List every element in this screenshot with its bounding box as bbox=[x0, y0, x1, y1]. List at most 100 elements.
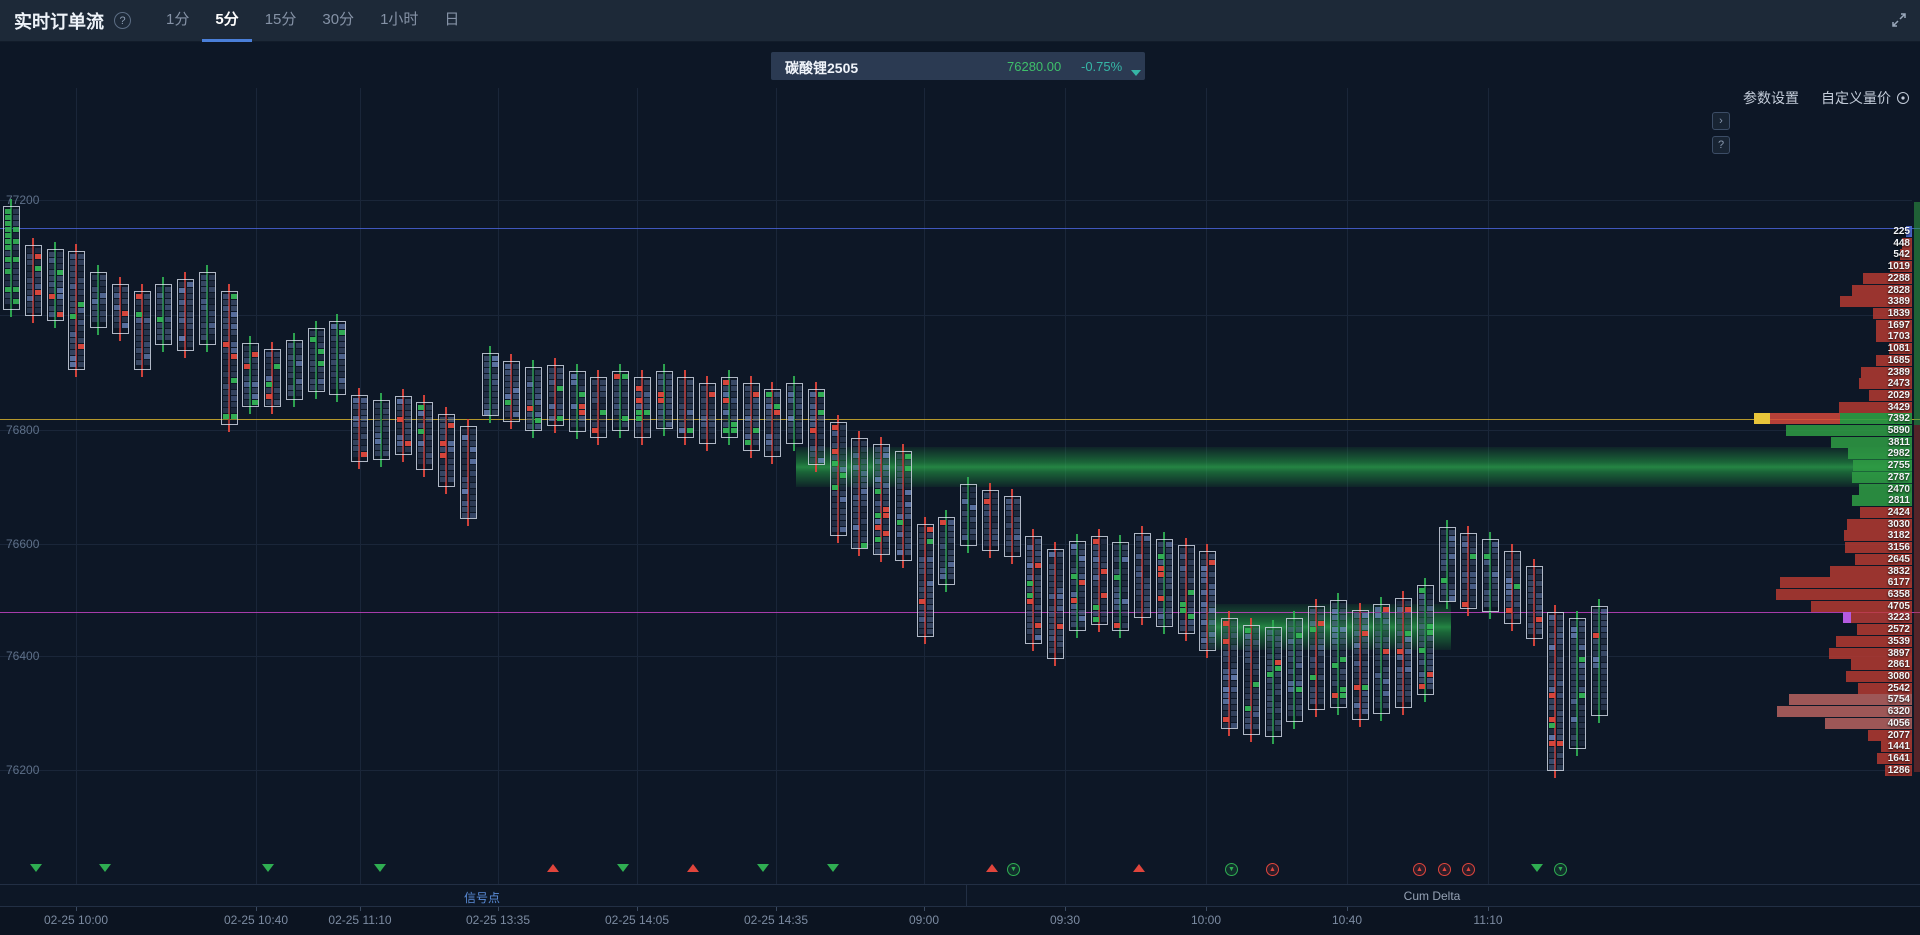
footprint-candle[interactable] bbox=[25, 245, 42, 316]
footprint-candle[interactable] bbox=[308, 328, 325, 392]
footprint-candle[interactable] bbox=[1286, 618, 1303, 722]
footprint-candle[interactable] bbox=[525, 367, 542, 431]
signal-up-triangle[interactable] bbox=[1133, 864, 1145, 872]
footprint-candle[interactable] bbox=[112, 284, 129, 334]
footprint-candle[interactable] bbox=[960, 484, 977, 546]
signal-down-circle[interactable]: ▼ bbox=[1554, 863, 1567, 876]
footprint-candle[interactable] bbox=[1178, 545, 1195, 634]
footprint-candle[interactable] bbox=[1265, 627, 1282, 737]
footprint-candle[interactable] bbox=[656, 371, 673, 429]
footprint-candle[interactable] bbox=[264, 349, 281, 407]
footprint-candle[interactable] bbox=[1482, 539, 1499, 612]
footprint-candle[interactable] bbox=[830, 422, 847, 536]
footprint-candle[interactable] bbox=[242, 343, 259, 407]
footprint-candle[interactable] bbox=[482, 353, 499, 416]
footprint-candle[interactable] bbox=[1417, 585, 1434, 695]
footprint-candle[interactable] bbox=[590, 377, 607, 438]
footprint-candle[interactable] bbox=[1243, 625, 1260, 735]
footprint-candle[interactable] bbox=[3, 206, 20, 310]
signal-up-circle[interactable]: ▲ bbox=[1266, 863, 1279, 876]
signal-down-triangle[interactable] bbox=[374, 864, 386, 872]
signal-down-triangle[interactable] bbox=[827, 864, 839, 872]
footprint-candle[interactable] bbox=[1395, 598, 1412, 708]
footprint-candle[interactable] bbox=[1047, 549, 1064, 659]
signal-down-triangle[interactable] bbox=[99, 864, 111, 872]
signal-up-triangle[interactable] bbox=[547, 864, 559, 872]
footprint-candle[interactable] bbox=[1504, 551, 1521, 624]
footprint-candle[interactable] bbox=[1569, 618, 1586, 749]
signal-down-triangle[interactable] bbox=[757, 864, 769, 872]
footprint-candle[interactable] bbox=[895, 451, 912, 561]
interval-tab-1分[interactable]: 1分 bbox=[166, 10, 190, 28]
footprint-candle[interactable] bbox=[1547, 612, 1564, 771]
footprint-candle[interactable] bbox=[851, 438, 868, 549]
interval-tab-1小时[interactable]: 1小时 bbox=[380, 10, 419, 28]
footprint-candle[interactable] bbox=[569, 371, 586, 432]
footprint-candle[interactable] bbox=[699, 383, 716, 444]
footprint-candle[interactable] bbox=[786, 383, 803, 444]
signal-down-circle[interactable]: ▼ bbox=[1225, 863, 1238, 876]
interval-tab-5分[interactable]: 5分 bbox=[202, 0, 252, 42]
footprint-candle[interactable] bbox=[1069, 541, 1086, 631]
footprint-candle[interactable] bbox=[1308, 606, 1325, 710]
footprint-candle[interactable] bbox=[438, 414, 455, 487]
footprint-candle[interactable] bbox=[547, 365, 564, 426]
signal-up-circle[interactable]: ▲ bbox=[1438, 863, 1451, 876]
signal-point-label[interactable]: 信号点 bbox=[463, 891, 501, 905]
footprint-candle[interactable] bbox=[1004, 496, 1021, 557]
footprint-candle[interactable] bbox=[416, 402, 433, 470]
footprint-candle[interactable] bbox=[1221, 618, 1238, 729]
interval-tab-30分[interactable]: 30分 bbox=[322, 10, 355, 28]
footprint-candle[interactable] bbox=[395, 396, 412, 455]
panel-help-button[interactable]: ? bbox=[1712, 136, 1730, 154]
signal-down-triangle[interactable] bbox=[262, 864, 274, 872]
footprint-candle[interactable] bbox=[90, 272, 107, 328]
footprint-candle[interactable] bbox=[1112, 542, 1129, 631]
footprint-candle[interactable] bbox=[1025, 536, 1042, 644]
footprint-candle[interactable] bbox=[1460, 533, 1477, 609]
footprint-candle[interactable] bbox=[1091, 536, 1108, 625]
footprint-candle[interactable] bbox=[503, 361, 520, 422]
signal-down-triangle[interactable] bbox=[617, 864, 629, 872]
signal-up-triangle[interactable] bbox=[986, 864, 998, 872]
interval-tab-日[interactable]: 日 bbox=[444, 10, 460, 28]
contract-selector[interactable]: 碳酸锂2505 76280.00 -0.75% bbox=[771, 52, 1145, 80]
footprint-candle[interactable] bbox=[764, 389, 781, 457]
footprint-candle[interactable] bbox=[460, 426, 477, 519]
help-icon[interactable]: ? bbox=[114, 12, 131, 29]
footprint-candle[interactable] bbox=[1373, 604, 1390, 714]
footprint-candle[interactable] bbox=[1591, 606, 1608, 716]
signal-down-circle[interactable]: ▼ bbox=[1007, 863, 1020, 876]
footprint-candle[interactable] bbox=[286, 340, 303, 400]
footprint-candle[interactable] bbox=[1352, 610, 1369, 720]
footprint-candle[interactable] bbox=[47, 249, 64, 321]
footprint-candle[interactable] bbox=[1199, 551, 1216, 651]
fullscreen-icon[interactable] bbox=[1890, 11, 1908, 34]
footprint-candle[interactable] bbox=[612, 371, 629, 431]
signal-down-triangle[interactable] bbox=[1531, 864, 1543, 872]
signal-up-circle[interactable]: ▲ bbox=[1413, 863, 1426, 876]
footprint-candle[interactable] bbox=[1156, 539, 1173, 627]
footprint-candle[interactable] bbox=[221, 291, 238, 425]
footprint-candle[interactable] bbox=[68, 251, 85, 370]
footprint-candle[interactable] bbox=[1439, 527, 1456, 602]
signal-down-triangle[interactable] bbox=[30, 864, 42, 872]
footprint-candle[interactable] bbox=[199, 272, 216, 345]
footprint-candle[interactable] bbox=[351, 395, 368, 462]
footprint-candle[interactable] bbox=[808, 389, 825, 465]
signal-up-triangle[interactable] bbox=[687, 864, 699, 872]
footprint-candle[interactable] bbox=[1134, 533, 1151, 618]
custom-volume-price-link[interactable]: 自定义量价 bbox=[1821, 88, 1910, 108]
footprint-candle[interactable] bbox=[155, 284, 172, 345]
footprint-candle[interactable] bbox=[634, 377, 651, 438]
footprint-candle[interactable] bbox=[134, 291, 151, 370]
signal-up-circle[interactable]: ▲ bbox=[1462, 863, 1475, 876]
footprint-candle[interactable] bbox=[743, 383, 760, 451]
footprint-candle[interactable] bbox=[721, 377, 738, 438]
footprint-candle[interactable] bbox=[177, 279, 194, 351]
footprint-candle[interactable] bbox=[982, 490, 999, 551]
footprint-candle[interactable] bbox=[329, 321, 346, 395]
interval-tab-15分[interactable]: 15分 bbox=[264, 10, 297, 28]
footprint-candle[interactable] bbox=[373, 400, 390, 460]
